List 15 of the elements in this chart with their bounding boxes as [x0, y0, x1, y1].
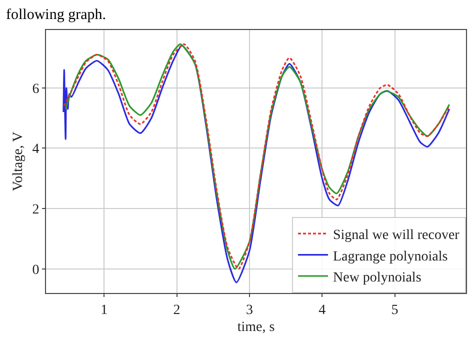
text: following graph.	[6, 7, 106, 23]
x-tick-label: 3	[246, 302, 253, 318]
x-tick-label: 1	[100, 302, 108, 318]
y-tick-label: 4	[32, 142, 40, 158]
x-tick-label: 5	[391, 302, 398, 318]
legend-label: Signal we will recover	[333, 228, 460, 244]
y-axis-title: Voltage, V	[10, 132, 26, 192]
legend-label: New polynoials	[333, 270, 422, 286]
x-tick-label: 2	[173, 302, 180, 318]
x-tick-label: 4	[318, 302, 326, 318]
x-axis-title: time, s	[237, 320, 275, 336]
legend-label: Lagrange polynoials	[333, 249, 448, 264]
y-tick-label: 6	[32, 82, 40, 97]
y-tick-label: 0	[32, 262, 40, 278]
y-tick-label: 2	[32, 202, 40, 218]
